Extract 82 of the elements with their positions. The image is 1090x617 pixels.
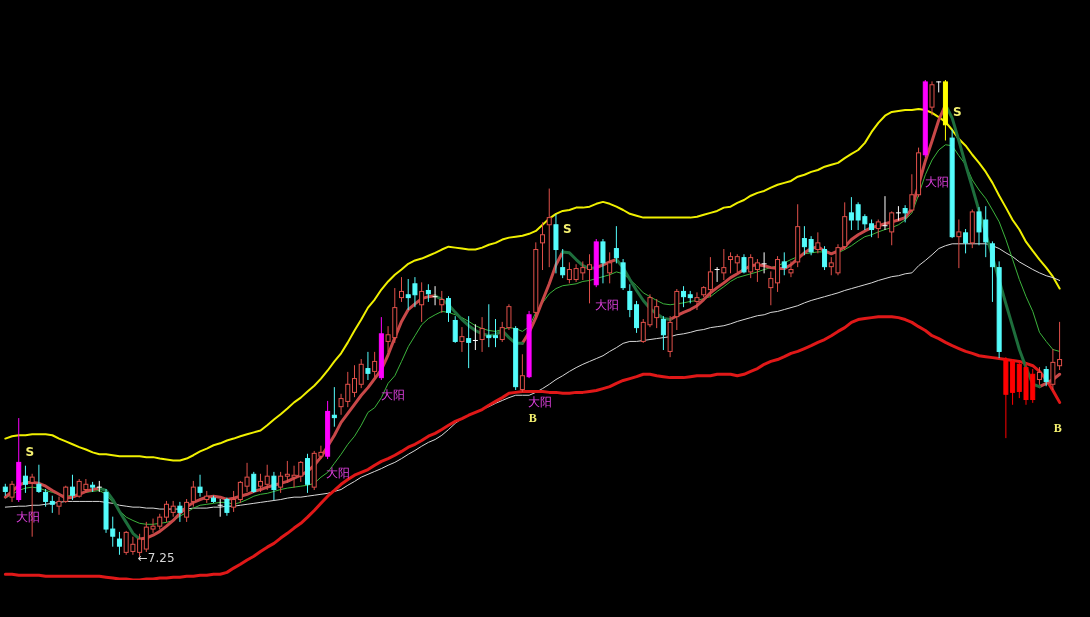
candlestick [613,226,619,264]
annotation: 大阳 [380,388,405,403]
candlestick [439,290,445,313]
candlestick [721,249,727,281]
candlestick [163,500,169,522]
candlestick [278,471,284,493]
annotation: 大阳 [925,174,950,189]
candlestick [768,271,774,306]
candlestick [714,267,721,282]
candlestick [929,81,935,116]
candlestick [264,464,270,491]
candlestick [882,196,888,231]
candlestick [22,465,28,493]
candlestick [728,252,734,274]
candlestick [707,257,713,298]
candlestick [231,490,237,512]
candlestick [788,261,794,278]
candlestick [96,480,103,492]
candlestick [660,316,666,351]
candlestick [184,499,190,522]
candlestick [452,316,458,343]
candlestick [634,300,640,333]
candlestick [493,319,499,348]
candlestick [217,499,224,517]
candlestick [1043,366,1049,387]
candlestick [352,365,357,398]
candlestick [116,531,122,555]
candlestick [935,81,942,93]
candlestick [190,480,196,507]
candlestick [446,296,452,322]
candlestick [681,286,687,308]
annotation: S [953,105,962,119]
candlestick [36,464,42,493]
annotation: B [528,411,537,426]
candlestick [963,229,969,254]
candlestick [479,317,485,352]
candlestick [694,292,700,311]
candlestick [251,471,257,493]
candlestick [271,471,277,501]
candlestick [748,254,754,279]
candlestick [9,480,15,502]
candlestick [365,351,371,381]
candlestick [486,304,492,348]
annotation: S [25,445,35,460]
candlestick [419,282,425,322]
candlestick [902,205,908,223]
candlestick [741,254,747,274]
annotation: B [1053,421,1062,436]
candlestick [775,256,781,292]
candlestick [560,249,566,279]
candlestick [69,474,75,501]
candlestick [607,252,613,284]
candlestick [372,351,378,378]
candlestick [197,474,203,497]
candlestick [466,316,472,369]
candlestick [358,359,364,389]
candlestick [989,241,995,302]
candlestick [177,501,183,522]
candlestick [600,239,606,284]
candlestick [399,277,404,302]
candlestick [761,252,768,274]
candlestick [587,254,593,304]
candlestick [815,232,821,254]
candlestick [331,387,337,427]
candlestick [546,188,552,268]
candlestick [781,252,787,276]
candlestick [459,327,465,352]
candlestick [627,284,633,318]
annotation: S [562,221,572,236]
candlestick [889,211,895,246]
annotation: 大阳 [527,395,552,410]
candlestick [472,324,479,351]
annotation: 大阳 [325,466,350,481]
candlestick [822,246,828,271]
candlestick [519,354,525,392]
candlestick [754,259,760,282]
candlestick [432,286,439,306]
annotation: 大阳 [594,298,619,313]
annotation: ←7.25 [137,551,175,566]
candlestick [895,206,902,221]
candlestick [540,222,546,271]
candlestick [956,219,962,269]
